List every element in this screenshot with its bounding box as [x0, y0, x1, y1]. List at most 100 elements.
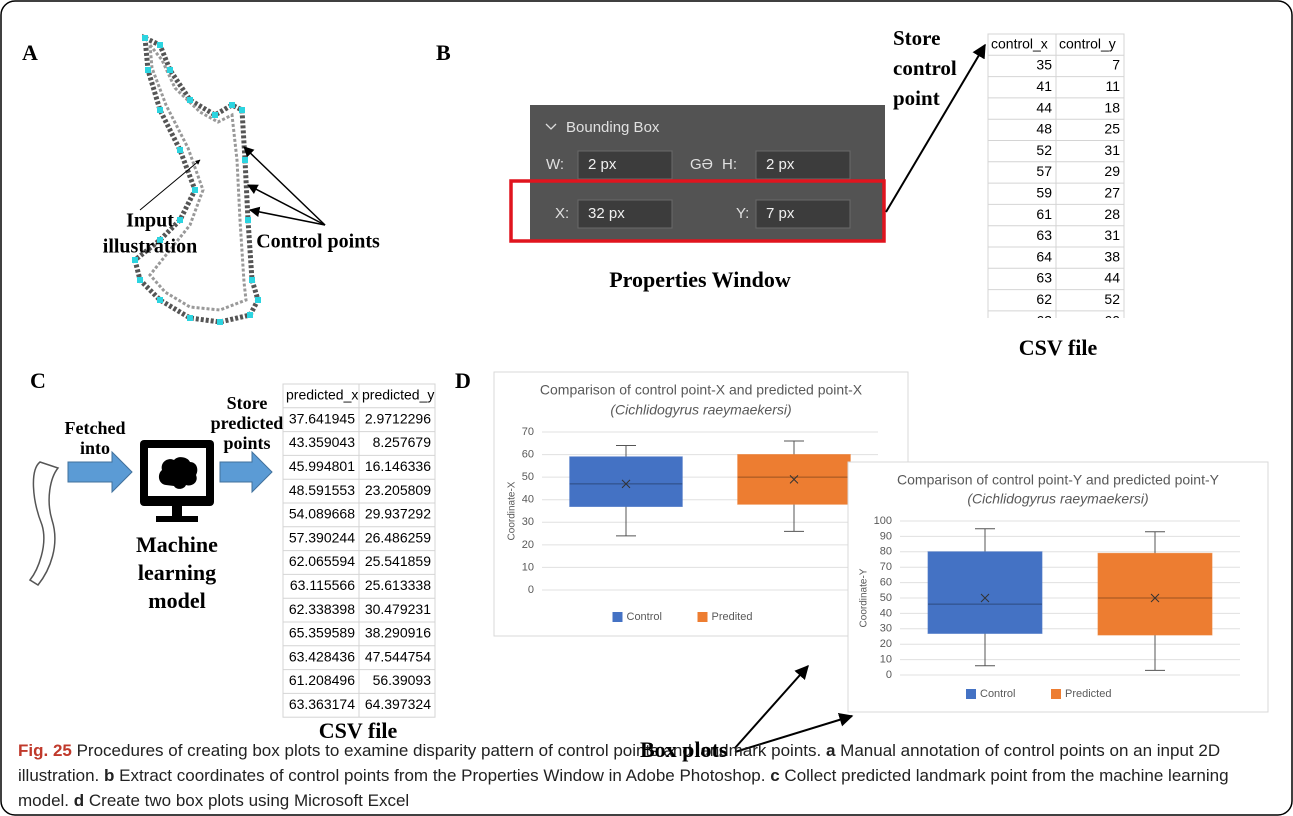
table-cell: 27 — [1104, 184, 1120, 200]
table-cell: 25.613338 — [365, 577, 431, 593]
table-cell: 28 — [1104, 206, 1120, 222]
field-label: H: — [722, 156, 737, 173]
y-tick-label: 20 — [880, 638, 892, 650]
table-cell: 62.338398 — [289, 601, 355, 617]
properties-header: Bounding Box — [566, 119, 660, 136]
table-cell: 59 — [1036, 184, 1052, 200]
table-cell: 52 — [1036, 142, 1052, 158]
y-tick-label: 0 — [528, 584, 534, 596]
panel-label: A — [22, 40, 38, 65]
legend-label: Predicted — [1065, 688, 1111, 700]
table-cell: 63.115566 — [290, 577, 355, 593]
caption-text: Create two box plots using Microsoft Exc… — [89, 791, 409, 810]
y-tick-label: 60 — [522, 448, 534, 460]
table-cell: 43.359043 — [289, 434, 355, 450]
column-header: control_y — [1059, 35, 1116, 51]
y-tick-label: 70 — [880, 561, 892, 573]
flow-label: Store — [227, 393, 268, 413]
y-tick-label: 100 — [874, 515, 892, 527]
table-cell: 48 — [1036, 121, 1052, 137]
y-tick-label: 10 — [522, 561, 534, 573]
caption-intro: Procedures of creating box plots to exam… — [77, 741, 822, 760]
table-cell: 64.397324 — [365, 696, 431, 712]
legend-label: Control — [627, 611, 662, 623]
table-cell: 57.390244 — [289, 529, 355, 545]
field-label: W: — [546, 156, 564, 173]
chart-title: Comparison of control point-X and predic… — [540, 382, 863, 398]
chart-subtitle: (Cichlidogyrus raeymaekersi) — [967, 491, 1148, 507]
annotation: Input — [126, 210, 174, 232]
table-cell: 29.937292 — [365, 506, 431, 522]
y-tick-label: 40 — [880, 607, 892, 619]
caption: Fig. 25 Procedures of creating box plots… — [18, 738, 1273, 813]
table-cell: 65.359589 — [289, 625, 355, 641]
table-cell: 26.486259 — [365, 529, 431, 545]
table-cell: 29 — [1104, 163, 1120, 179]
y-tick-label: 90 — [880, 530, 892, 542]
model-label: model — [148, 588, 205, 613]
table-cell: 52 — [1104, 291, 1120, 307]
caption-key: a — [826, 741, 835, 760]
legend-label: Control — [980, 688, 1015, 700]
flow-label: Fetched — [65, 418, 126, 438]
table-cell: 56.39093 — [373, 672, 432, 688]
field-label: X: — [555, 205, 569, 222]
y-tick-label: 70 — [522, 426, 534, 438]
table-cell: 63.428436 — [289, 648, 355, 664]
table-cell: 61.208496 — [289, 672, 355, 688]
column-header: control_x — [991, 35, 1048, 51]
link-icon: GƏ — [690, 156, 713, 173]
y-tick-label: 50 — [522, 471, 534, 483]
figure: A Input illustration Control points B Bo… — [0, 0, 1293, 816]
table-cell: 37.641945 — [289, 410, 355, 426]
store-label: Store — [893, 26, 940, 50]
legend-swatch — [698, 612, 708, 622]
field-value: 32 px — [588, 205, 625, 222]
table-cell: 2.9712296 — [365, 410, 431, 426]
table-cell: 41 — [1036, 78, 1052, 94]
box — [1098, 553, 1212, 635]
table-cell: 62 — [1036, 291, 1052, 307]
table-cell: 18 — [1104, 99, 1120, 115]
panel-label: D — [455, 368, 471, 393]
model-label: learning — [138, 560, 216, 585]
flow-label: into — [80, 438, 110, 458]
table-cell: 38.290916 — [365, 625, 431, 641]
table-cell: 31 — [1104, 227, 1120, 243]
figure-page: A Input illustration Control points B Bo… — [0, 0, 1293, 816]
legend-label: Predited — [712, 611, 753, 623]
table-cell: 54.089668 — [289, 506, 355, 522]
table-cell: 25 — [1104, 121, 1120, 137]
model-label: Machine — [136, 532, 218, 557]
caption-text: Extract coordinates of control points fr… — [119, 766, 765, 785]
table-cell: 63 — [1036, 270, 1052, 286]
field-label: Y: — [736, 205, 749, 222]
table-cell: 63.363174 — [289, 696, 355, 712]
table-cell: 11 — [1105, 78, 1120, 94]
chart-title: Comparison of control point-Y and predic… — [897, 472, 1220, 488]
caption-key: b — [104, 766, 114, 785]
field-value: 2 px — [588, 156, 617, 173]
table-cell: 7 — [1112, 57, 1120, 73]
y-axis-label: Coordinate-Y — [859, 568, 870, 627]
y-tick-label: 10 — [880, 654, 892, 666]
table-cell: 64 — [1036, 248, 1052, 264]
table-cell: 31 — [1104, 142, 1120, 158]
table-label: CSV file — [1019, 335, 1098, 360]
window-label: Properties Window — [609, 267, 791, 292]
panel-label: C — [30, 368, 46, 393]
table-cell: 16.146336 — [365, 458, 431, 474]
table-cell: 25.541859 — [365, 553, 431, 569]
y-axis-label: Coordinate-X — [507, 481, 518, 540]
table-cell: 30.479231 — [365, 601, 431, 617]
caption-label: Fig. 25 — [18, 741, 72, 760]
table-cell: 57 — [1036, 163, 1052, 179]
column-header: predicted_x — [286, 387, 358, 403]
y-tick-label: 80 — [880, 546, 892, 558]
legend-swatch — [1051, 689, 1061, 699]
annotation: illustration — [103, 236, 197, 258]
y-tick-label: 50 — [880, 592, 892, 604]
flow-label: points — [223, 433, 270, 453]
table-cell: 38 — [1104, 248, 1120, 264]
box — [928, 552, 1042, 634]
